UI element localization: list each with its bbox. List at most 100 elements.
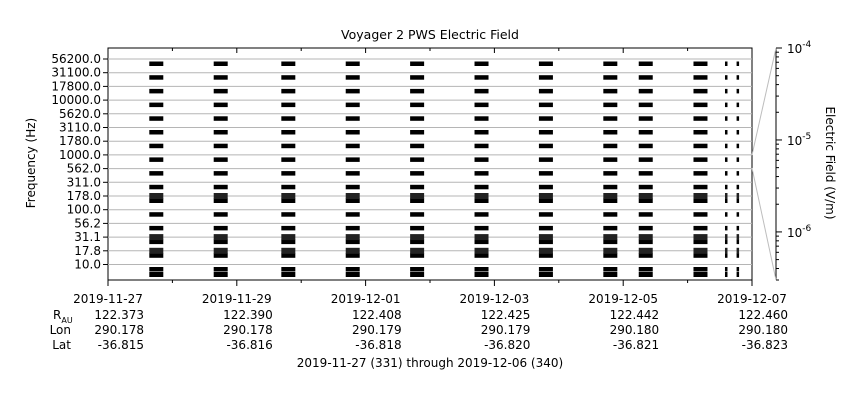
burst-bar bbox=[345, 157, 360, 162]
burst-bar bbox=[736, 193, 740, 199]
ephemeris-value: -36.818 bbox=[355, 338, 401, 352]
frequency-gridlines bbox=[108, 58, 752, 265]
ephemeris-value: -36.820 bbox=[484, 338, 530, 352]
burst-column bbox=[693, 61, 708, 277]
burst-bar bbox=[736, 88, 740, 94]
burst-bar bbox=[538, 198, 553, 203]
burst-bar bbox=[345, 239, 360, 245]
burst-bar bbox=[213, 88, 228, 94]
burst-bar bbox=[281, 171, 296, 176]
burst-bar bbox=[724, 171, 728, 176]
burst-bar bbox=[281, 234, 296, 241]
burst-bar bbox=[345, 61, 360, 66]
burst-column bbox=[724, 61, 728, 277]
colorbar-tick-label: 10-5 bbox=[787, 132, 811, 148]
x-tick-label: 2019-12-05 bbox=[588, 292, 658, 306]
y-tick-label: 178.0 bbox=[67, 189, 101, 203]
burst-bar bbox=[149, 247, 164, 254]
burst-bar bbox=[281, 239, 296, 245]
burst-column bbox=[281, 61, 296, 277]
plot-area: 56200.031100.017800.010000.05620.03110.0… bbox=[51, 47, 787, 306]
burst-bar bbox=[345, 130, 360, 135]
burst-bar bbox=[538, 225, 553, 231]
burst-bar bbox=[345, 193, 360, 199]
burst-bar bbox=[693, 116, 708, 121]
burst-column bbox=[736, 61, 740, 277]
burst-bar bbox=[538, 61, 553, 66]
burst-bar bbox=[538, 130, 553, 135]
burst-bar bbox=[538, 171, 553, 176]
colorbar-tick-label: 10-4 bbox=[787, 40, 812, 56]
burst-column bbox=[474, 61, 489, 277]
ephemeris-value: 122.408 bbox=[352, 308, 402, 322]
burst-bar bbox=[603, 234, 618, 241]
burst-bar bbox=[603, 130, 618, 135]
burst-bar bbox=[724, 193, 728, 199]
ephemeris-value: -36.821 bbox=[613, 338, 659, 352]
burst-bar bbox=[474, 102, 489, 108]
burst-bar bbox=[538, 88, 553, 94]
burst-bar bbox=[724, 157, 728, 162]
ephemeris-values: 122.373 122.390 122.408 122.425 122.442 122.4… bbox=[94, 308, 788, 352]
y-tick-label: 562.0 bbox=[67, 162, 101, 176]
burst-bar bbox=[474, 75, 489, 80]
burst-bar bbox=[149, 75, 164, 80]
burst-bar bbox=[213, 157, 228, 162]
burst-bar bbox=[410, 193, 425, 199]
burst-bar bbox=[345, 234, 360, 241]
burst-bar bbox=[474, 88, 489, 94]
burst-bar bbox=[213, 184, 228, 190]
burst-bar bbox=[638, 267, 653, 272]
burst-bar bbox=[693, 198, 708, 203]
burst-bar bbox=[638, 239, 653, 245]
burst-bar bbox=[603, 198, 618, 203]
burst-bar bbox=[281, 184, 296, 190]
burst-bar bbox=[213, 116, 228, 121]
lon-label: Lon bbox=[50, 323, 71, 337]
burst-bar bbox=[603, 225, 618, 231]
burst-bar bbox=[213, 102, 228, 108]
burst-bar bbox=[474, 193, 489, 199]
burst-bar bbox=[410, 75, 425, 80]
burst-bar bbox=[736, 157, 740, 162]
burst-bar bbox=[149, 212, 164, 217]
burst-bar bbox=[410, 157, 425, 162]
burst-bar bbox=[474, 225, 489, 231]
burst-bar bbox=[638, 102, 653, 108]
burst-bar bbox=[724, 253, 728, 258]
burst-bar bbox=[474, 130, 489, 135]
burst-bar bbox=[474, 157, 489, 162]
burst-bar bbox=[410, 225, 425, 231]
burst-bar bbox=[149, 171, 164, 176]
burst-bar bbox=[693, 88, 708, 94]
burst-bar bbox=[281, 157, 296, 162]
burst-bar bbox=[724, 239, 728, 245]
burst-bar bbox=[281, 61, 296, 66]
ephemeris-value: -36.816 bbox=[226, 338, 272, 352]
burst-bar bbox=[638, 272, 653, 277]
burst-bar bbox=[213, 239, 228, 245]
burst-bar bbox=[724, 234, 728, 241]
burst-bar bbox=[410, 234, 425, 241]
burst-bar bbox=[474, 61, 489, 66]
burst-bar bbox=[603, 247, 618, 254]
plot-frame bbox=[107, 47, 753, 281]
burst-bar bbox=[345, 198, 360, 203]
burst-bar bbox=[149, 143, 164, 149]
burst-bar bbox=[603, 157, 618, 162]
burst-bar bbox=[693, 272, 708, 277]
burst-bar bbox=[538, 143, 553, 149]
burst-bar bbox=[603, 116, 618, 121]
burst-bar bbox=[638, 234, 653, 241]
burst-column bbox=[213, 61, 228, 277]
burst-bar bbox=[213, 234, 228, 241]
burst-bar bbox=[345, 272, 360, 277]
colorbar-label: Electric Field (V/m) bbox=[823, 106, 837, 219]
burst-bar bbox=[693, 61, 708, 66]
burst-bar bbox=[603, 272, 618, 277]
burst-bar bbox=[281, 247, 296, 254]
burst-bar bbox=[213, 272, 228, 277]
burst-bar bbox=[213, 247, 228, 254]
burst-bar bbox=[724, 116, 728, 121]
y-tick-label: 1780.0 bbox=[59, 134, 101, 148]
